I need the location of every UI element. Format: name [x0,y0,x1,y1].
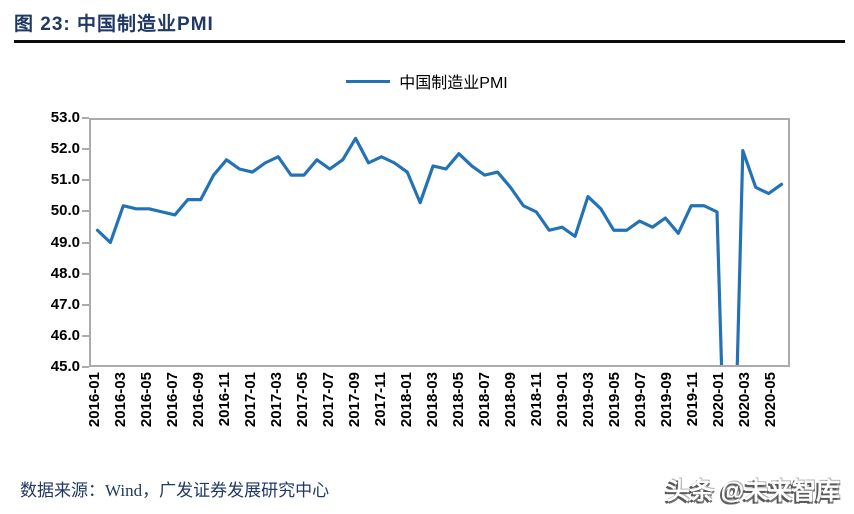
x-tick-label: 2017-03 [268,372,286,428]
x-tick-label: 2020-05 [761,372,779,428]
x-tick-label: 2016-03 [112,372,130,428]
x-tick-label: 2018-07 [475,372,493,428]
x-tick-label: 2019-07 [631,372,649,428]
x-tick-label: 2018-11 [527,372,545,427]
y-tick-label: 52.0 [50,140,80,158]
x-tick-label: 2019-05 [605,372,623,428]
x-tick-label: 2020-03 [735,372,753,428]
y-tick-label: 49.0 [50,233,80,251]
y-tick-mark [82,334,89,337]
pmi-line-series [95,136,784,365]
x-tick-label: 2017-11 [372,372,390,427]
x-tick-label: 2016-11 [216,372,234,427]
x-tick-label: 2017-01 [242,372,260,428]
chart-legend: 中国制造业PMI [0,71,854,92]
y-tick-label: 50.0 [50,202,80,220]
x-tick-label: 2020-01 [709,372,727,428]
y-tick-mark [82,241,89,244]
x-tick-label: 2019-03 [579,372,597,428]
x-tick-label: 2016-09 [190,372,208,428]
x-tick-label: 2017-05 [294,372,312,428]
pmi-line-chart [95,136,784,365]
y-tick-label: 51.0 [50,171,80,189]
y-tick-label: 46.0 [50,326,80,344]
x-tick-label: 2017-09 [346,372,364,428]
legend-label: 中国制造业PMI [399,75,508,92]
y-tick-mark [82,210,89,213]
x-tick-label: 2019-01 [553,372,571,428]
watermark: 头条 @未来智库 [665,478,840,505]
legend-line-swatch [346,79,391,83]
title-underline [14,40,845,43]
y-tick-mark [82,117,89,119]
x-tick-label: 2018-09 [501,372,519,428]
x-tick-label: 2019-09 [657,372,675,428]
y-tick-label: 53.0 [50,109,80,126]
figure-title: 图 23: 中国制造业PMI [14,14,214,35]
x-tick-label: 2018-01 [398,372,416,428]
x-tick-label: 2016-05 [138,372,156,428]
x-tick-label: 2017-07 [320,372,338,428]
y-tick-label: 48.0 [50,264,80,282]
x-tick-label: 2018-05 [449,372,467,428]
y-tick-mark [82,148,89,151]
plot-area [89,118,790,367]
y-tick-label: 47.0 [50,295,80,313]
x-tick-label: 2016-01 [86,372,104,428]
x-tick-label: 2019-11 [683,372,701,427]
y-tick-mark [82,366,89,368]
y-tick-mark [82,272,89,275]
x-tick-label: 2018-03 [424,372,441,428]
x-tick-label: 2016-07 [164,372,182,428]
y-tick-label: 45.0 [50,358,80,375]
y-tick-mark [82,179,89,182]
data-source-note: 数据来源：Wind，广发证券发展研究中心 [20,481,330,500]
y-tick-mark [82,303,89,306]
